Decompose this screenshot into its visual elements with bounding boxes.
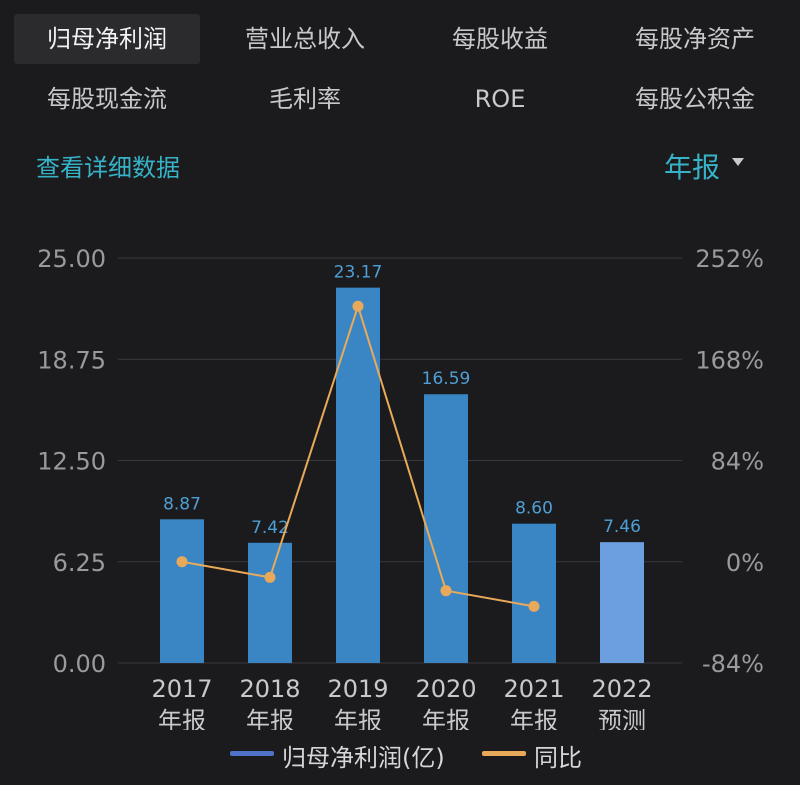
tab-roe[interactable]: ROE bbox=[474, 85, 526, 113]
bar-value-label: 8.60 bbox=[515, 499, 553, 519]
bar-value-label: 7.46 bbox=[603, 517, 641, 537]
bar-value-label: 16.59 bbox=[422, 369, 471, 389]
bar-value-label: 23.17 bbox=[334, 263, 383, 283]
legend-bar-label: 归母净利润(亿) bbox=[282, 744, 445, 772]
yoy-point bbox=[440, 585, 452, 597]
x-tick-label: 2017 bbox=[151, 675, 212, 703]
y-right-tick-label: 0% bbox=[726, 549, 764, 577]
chart-legend: 归母净利润(亿) 同比 bbox=[0, 734, 800, 772]
tab-eps[interactable]: 每股收益 bbox=[452, 25, 548, 53]
bar bbox=[336, 287, 380, 663]
x-tick-label: 2020 bbox=[415, 675, 476, 703]
net-profit-chart: 25.00 18.75 12.50 6.25 0.00 252% 168% 84% 0% -84%… bbox=[37, 245, 764, 730]
x-tick-label: 年报 bbox=[422, 707, 470, 730]
period-selector[interactable]: 年报 bbox=[663, 151, 720, 184]
x-tick-label: 预测 bbox=[598, 707, 646, 730]
chevron-down-icon[interactable] bbox=[732, 158, 744, 166]
bar-value-label: 8.87 bbox=[163, 494, 201, 514]
x-tick-label: 2018 bbox=[239, 675, 300, 703]
bar bbox=[600, 542, 644, 663]
x-tick-label: 年报 bbox=[246, 707, 294, 730]
x-tick-label: 2021 bbox=[503, 675, 564, 703]
y-left-tick-label: 0.00 bbox=[53, 650, 106, 678]
x-tick-label: 2019 bbox=[327, 675, 388, 703]
y-right-tick-label: -84% bbox=[702, 650, 764, 678]
y-left-tick-label: 25.00 bbox=[37, 245, 106, 273]
x-tick-label: 年报 bbox=[334, 707, 382, 730]
y-right-tick-label: 252% bbox=[695, 245, 764, 273]
x-tick-label: 年报 bbox=[510, 707, 558, 730]
y-right-tick-label: 84% bbox=[711, 448, 764, 476]
view-details-link[interactable]: 查看详细数据 bbox=[36, 154, 180, 182]
legend-line-label: 同比 bbox=[534, 744, 582, 772]
tab-bvps[interactable]: 每股净资产 bbox=[635, 25, 755, 53]
legend-bar-swatch bbox=[230, 751, 274, 756]
bar-value-label: 7.42 bbox=[251, 518, 289, 538]
tab-net-profit[interactable]: 归母净利润 bbox=[14, 14, 200, 64]
yoy-point bbox=[176, 556, 188, 568]
y-left-tick-label: 6.25 bbox=[53, 549, 106, 577]
yoy-point bbox=[264, 571, 276, 583]
bar bbox=[160, 519, 204, 663]
tab-gross-margin[interactable]: 毛利率 bbox=[269, 85, 341, 113]
bar bbox=[424, 394, 468, 663]
yoy-point bbox=[352, 300, 364, 312]
legend-line-swatch bbox=[482, 751, 526, 756]
yoy-point bbox=[528, 600, 540, 612]
x-tick-label: 年报 bbox=[158, 707, 206, 730]
tab-total-revenue[interactable]: 营业总收入 bbox=[245, 25, 365, 53]
y-left-tick-label: 18.75 bbox=[37, 346, 106, 374]
tab-reserve-per-share[interactable]: 每股公积金 bbox=[635, 85, 755, 113]
bar bbox=[512, 523, 556, 663]
bar bbox=[248, 542, 292, 663]
x-tick-label: 2022 bbox=[591, 675, 652, 703]
y-left-tick-label: 12.50 bbox=[37, 448, 106, 476]
tab-cash-flow-per-share[interactable]: 每股现金流 bbox=[47, 85, 167, 113]
y-right-tick-label: 168% bbox=[695, 346, 764, 374]
